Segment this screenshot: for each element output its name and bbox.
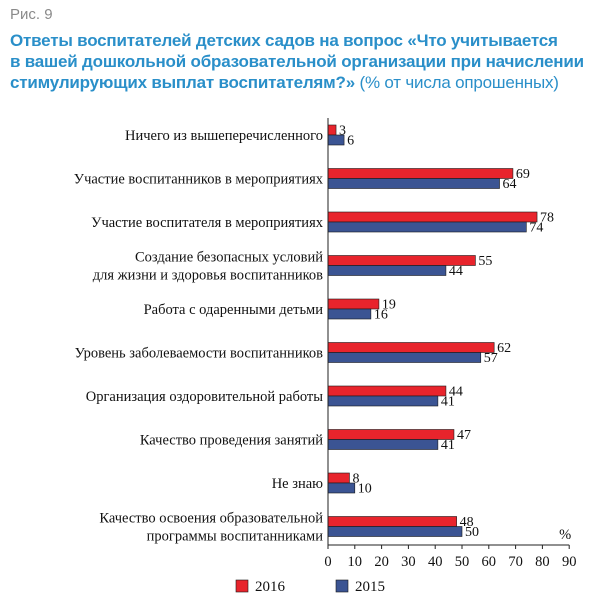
value-label-2015: 41 [441,395,455,410]
chart-subtitle: (% от числа опрошенных) [359,73,559,92]
x-tick-label: 50 [455,554,470,570]
title-line-1: Ответы воспитателей детских садов на воп… [10,31,558,50]
title-line-2: в вашей дошкольной образовательной орган… [10,52,584,71]
bar-2015 [327,482,356,494]
x-tick-label: 80 [535,554,550,570]
bar-2016 [327,429,455,440]
bar-2016 [327,168,514,179]
bar-2015 [327,439,439,450]
category-label: Работа с одаренными детьми [144,302,324,318]
category-label: Участие воспитателя в мероприятиях [91,215,324,231]
value-label-2016: 62 [497,341,511,356]
category-label: Организация оздоровительной работы [86,389,324,405]
bar-2015 [327,265,447,276]
bar-2015 [327,221,527,233]
category-label: Качество освоения образовательной [99,511,323,527]
x-axis-label: % [559,527,571,543]
legend-label-2015: 2015 [355,579,385,595]
value-label-2016: 69 [516,167,530,182]
bar-2016 [327,385,447,397]
bar-2016 [327,124,337,136]
value-label-2016: 78 [540,211,554,226]
bar-2016 [327,211,538,223]
value-label-2015: 44 [449,264,463,279]
legend-swatch-2016 [235,579,249,593]
value-label-2016: 55 [478,254,492,269]
title-line-3: стимулирующих выплат воспитателям?» [10,73,355,92]
value-label-2015: 74 [529,221,543,236]
value-label-2015: 57 [484,351,498,366]
category-label: программы воспитанниками [147,529,324,545]
x-tick-label: 30 [401,554,416,570]
x-tick-label: 70 [508,554,523,570]
category-label: Ничего из вышеперечисленного [125,128,323,144]
category-label: для жизни и здоровья воспитанников [93,268,323,284]
bar-2015 [327,134,345,146]
value-label-2015: 10 [358,482,372,497]
legend-label-2016: 2016 [255,579,286,595]
figure-label: Рис. 9 [10,6,53,23]
category-label: Уровень заболеваемости воспитанников [75,346,324,362]
category-label: Качество проведения занятий [140,433,323,449]
value-label-2016: 3 [339,124,346,139]
bar-2016 [327,516,457,527]
x-tick-label: 10 [348,554,363,570]
value-label-2015: 41 [441,438,455,453]
x-tick-label: 40 [428,554,443,570]
value-label-2015: 50 [465,525,479,540]
x-tick-label: 60 [482,554,497,570]
bar-2015 [327,526,463,537]
bar-2016 [327,298,380,310]
bar-2016 [327,472,350,484]
category-label: Участие воспитанников в мероприятиях [74,172,324,188]
bar-2015 [327,308,372,320]
bar-2015 [327,352,482,363]
value-label-2015: 64 [503,177,517,192]
category-label: Не знаю [272,476,323,492]
value-label-2016: 8 [352,472,359,487]
legend-swatch-2015 [335,579,349,593]
x-tick-label: 0 [324,554,331,570]
value-label-2016: 47 [457,428,471,443]
bar-2015 [327,395,439,407]
value-label-2016: 19 [382,298,396,313]
value-label-2015: 6 [347,134,354,149]
bar-2015 [327,178,500,189]
value-label-2016: 48 [460,515,474,530]
value-label-2016: 44 [449,385,463,400]
category-label: Создание безопасных условий [135,250,323,266]
bar-2016 [327,342,495,353]
chart-title: Ответы воспитателей детских садов на воп… [10,30,595,93]
value-label-2015: 16 [374,308,388,323]
x-tick-label: 20 [374,554,389,570]
x-tick-label: 90 [562,554,577,570]
